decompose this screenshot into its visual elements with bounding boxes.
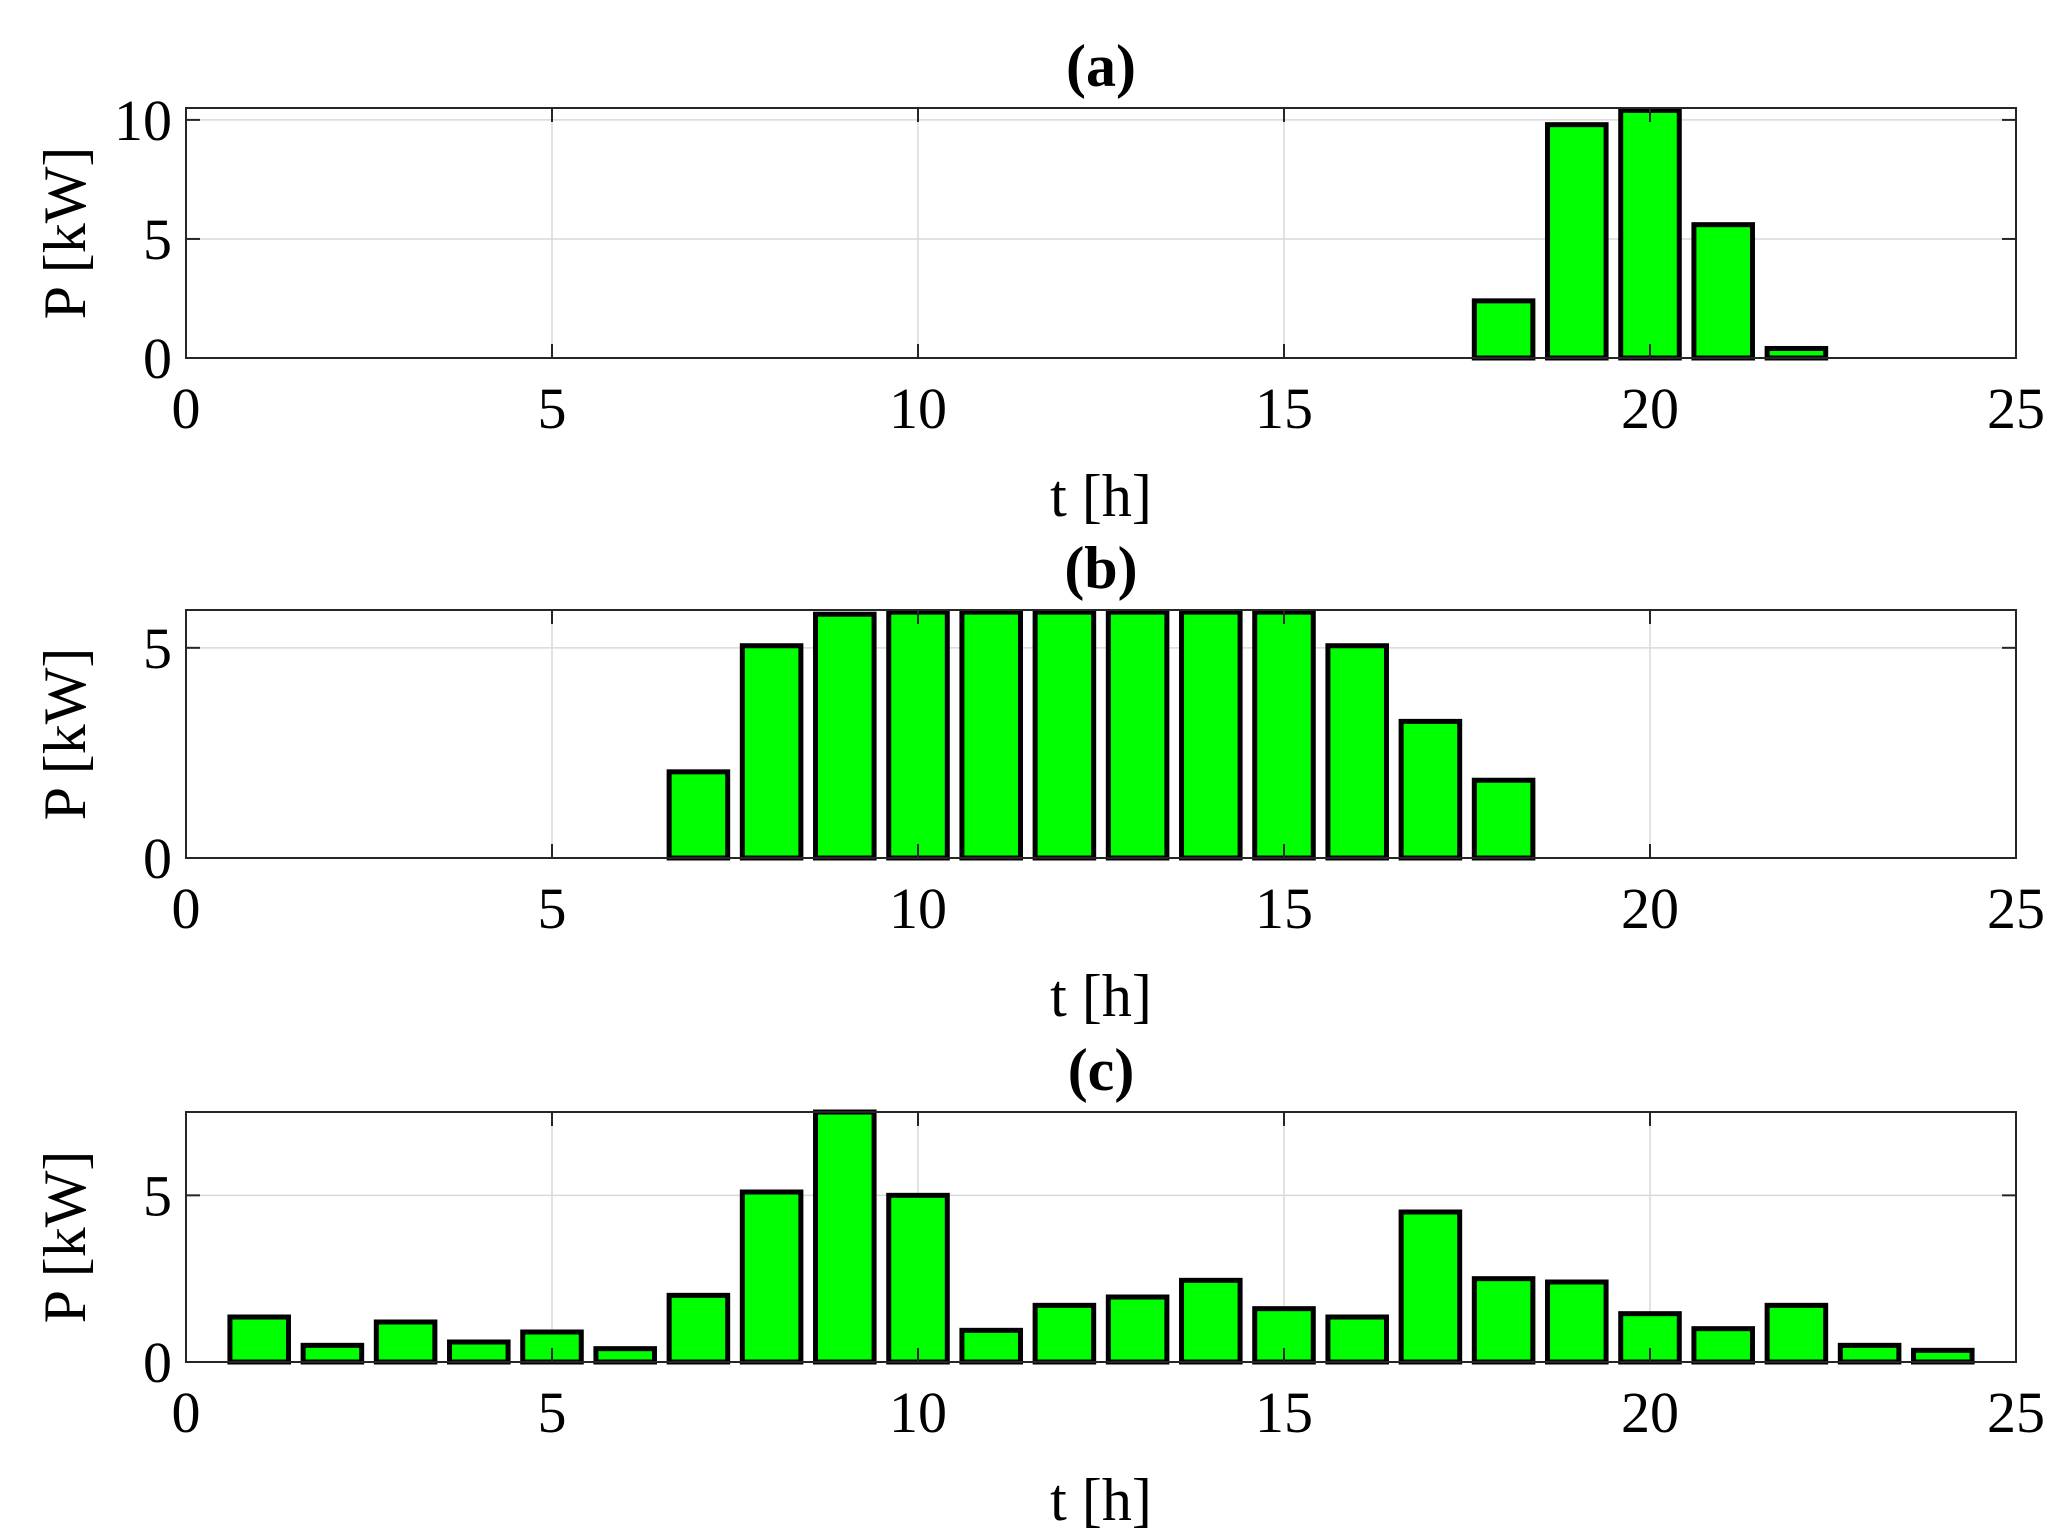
x-tick-label: 5 — [538, 376, 567, 441]
axes-box — [185, 609, 2017, 859]
bar — [1105, 609, 1170, 861]
x-axis-label: t [h] — [1050, 963, 1152, 1029]
subplot-c: 0 5 10 15 20 25 0 5 (c) t [h] P [kW] — [32, 1037, 2045, 1531]
bar — [1471, 298, 1536, 361]
subplot-a: 0 5 10 15 20 25 0 5 10 (a) t [h] P [kW] — [32, 33, 2045, 529]
bar — [1105, 1294, 1170, 1365]
panel-title: (b) — [1064, 535, 1137, 601]
bar — [1179, 1277, 1243, 1365]
x-tick-label: 20 — [1621, 876, 1679, 941]
bar — [813, 1109, 877, 1365]
x-tick-label: 5 — [538, 876, 567, 941]
x-tick-label: 20 — [1621, 376, 1679, 441]
subplot-b: 0 5 10 15 20 25 0 5 (b) t [h] P [kW] — [32, 535, 2045, 1029]
x-tick-label: 10 — [889, 876, 947, 941]
bar — [1837, 1342, 1902, 1365]
bar — [1691, 222, 1755, 361]
bar — [739, 643, 804, 861]
y-tick-label: 0 — [143, 826, 172, 891]
x-tick-label: 25 — [1987, 1380, 2045, 1445]
bar — [959, 609, 1023, 861]
bar — [1032, 609, 1097, 861]
y-axis-label: P [kW] — [32, 147, 98, 320]
bar — [1618, 107, 1682, 361]
y-tick-label: 5 — [143, 1163, 172, 1228]
bar — [1471, 777, 1536, 861]
panel-title: (a) — [1066, 33, 1136, 99]
axes-box — [185, 1111, 2017, 1363]
y-tick-label: 0 — [143, 1330, 172, 1395]
x-tick-label: 0 — [172, 376, 201, 441]
bar — [1471, 1276, 1536, 1365]
bar — [227, 1314, 291, 1365]
y-axis-label: P [kW] — [32, 648, 98, 821]
bar — [1032, 1302, 1097, 1365]
x-tick-label: 15 — [1255, 1380, 1313, 1445]
x-tick-label: 10 — [889, 376, 947, 441]
y-tick-label: 0 — [143, 326, 172, 391]
bar — [1911, 1347, 1975, 1365]
y-tick-label: 10 — [114, 88, 172, 153]
panel-title: (c) — [1068, 1037, 1135, 1103]
bar — [666, 1292, 731, 1365]
y-tick-label: 5 — [143, 207, 172, 272]
bar — [447, 1339, 511, 1365]
bar — [300, 1342, 365, 1365]
bar — [886, 609, 950, 861]
x-axis-label: t [h] — [1050, 463, 1152, 529]
bar — [813, 611, 877, 861]
bar — [1325, 643, 1389, 861]
bar — [1545, 1279, 1609, 1365]
bar — [666, 769, 731, 861]
y-axis-label: P [kW] — [32, 1151, 98, 1324]
bar — [373, 1319, 438, 1365]
bar — [1691, 1326, 1755, 1365]
bar — [959, 1327, 1023, 1365]
bar — [1764, 345, 1829, 361]
bar — [1398, 718, 1463, 861]
bar — [739, 1189, 804, 1365]
bar — [1545, 122, 1609, 361]
x-tick-label: 15 — [1255, 876, 1313, 941]
x-tick-label: 15 — [1255, 376, 1313, 441]
x-tick-label: 25 — [1987, 876, 2045, 941]
bar — [886, 1192, 950, 1365]
x-tick-label: 25 — [1987, 376, 2045, 441]
x-tick-label: 0 — [172, 876, 201, 941]
bar — [1325, 1314, 1389, 1365]
bar — [1398, 1209, 1463, 1365]
axes-box — [185, 107, 2017, 359]
bar — [1179, 609, 1243, 861]
x-tick-label: 10 — [889, 1380, 947, 1445]
bar — [1764, 1302, 1829, 1365]
bar — [1252, 609, 1316, 861]
bar — [593, 1346, 657, 1365]
x-tick-label: 0 — [172, 1380, 201, 1445]
y-tick-label: 5 — [143, 616, 172, 681]
x-tick-label: 5 — [538, 1380, 567, 1445]
x-axis-label: t [h] — [1050, 1467, 1152, 1531]
x-tick-label: 20 — [1621, 1380, 1679, 1445]
